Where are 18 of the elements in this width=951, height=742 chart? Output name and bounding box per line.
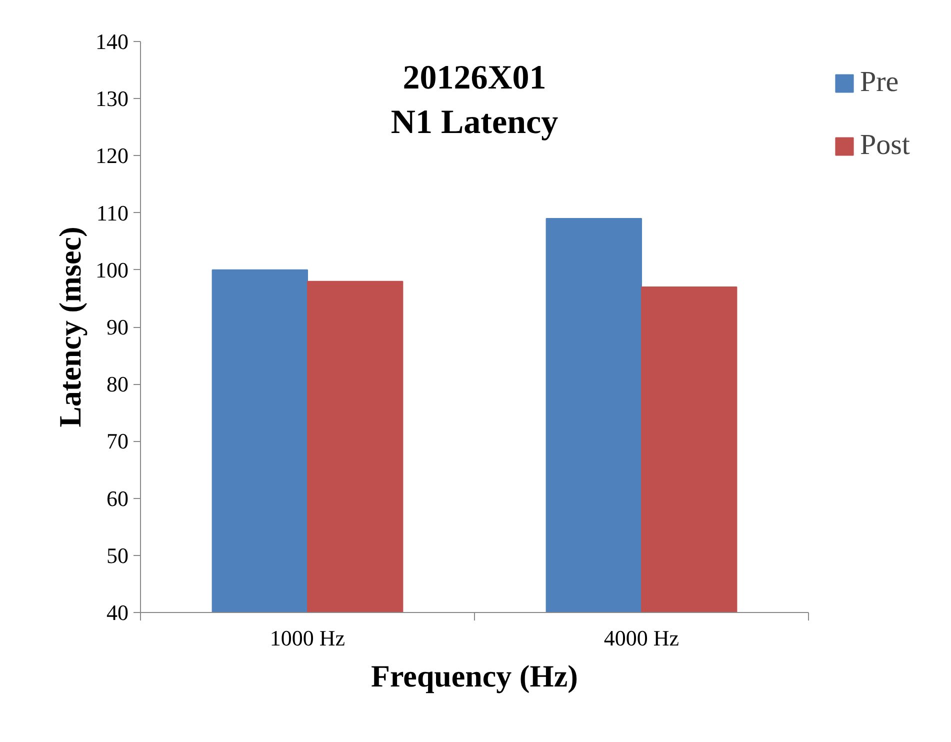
x-axis-title: Frequency (Hz) <box>371 658 578 694</box>
y-tick-label: 100 <box>96 257 128 282</box>
legend-label: Post <box>860 129 911 162</box>
x-tick-label: 4000 Hz <box>604 626 680 650</box>
y-axis-title: Latency (msec) <box>52 226 88 428</box>
legend-label: Pre <box>860 66 900 99</box>
y-tick-label: 110 <box>96 200 129 226</box>
text: 20126X01 N1 Latency <box>390 60 558 141</box>
y-tick-label: 130 <box>96 86 128 112</box>
y-tick-label: 120 <box>96 143 128 168</box>
y-tick-label: 50 <box>106 542 128 568</box>
y-tick-label: 40 <box>106 600 128 625</box>
y-tick-label: 140 <box>96 29 128 54</box>
y-tick-label: 90 <box>106 314 128 340</box>
y-tick-label: 60 <box>106 486 128 511</box>
x-tick-label: 1000 Hz <box>270 626 346 650</box>
y-tick-label: 80 <box>106 372 128 397</box>
y-tick-label: 70 <box>106 428 128 454</box>
